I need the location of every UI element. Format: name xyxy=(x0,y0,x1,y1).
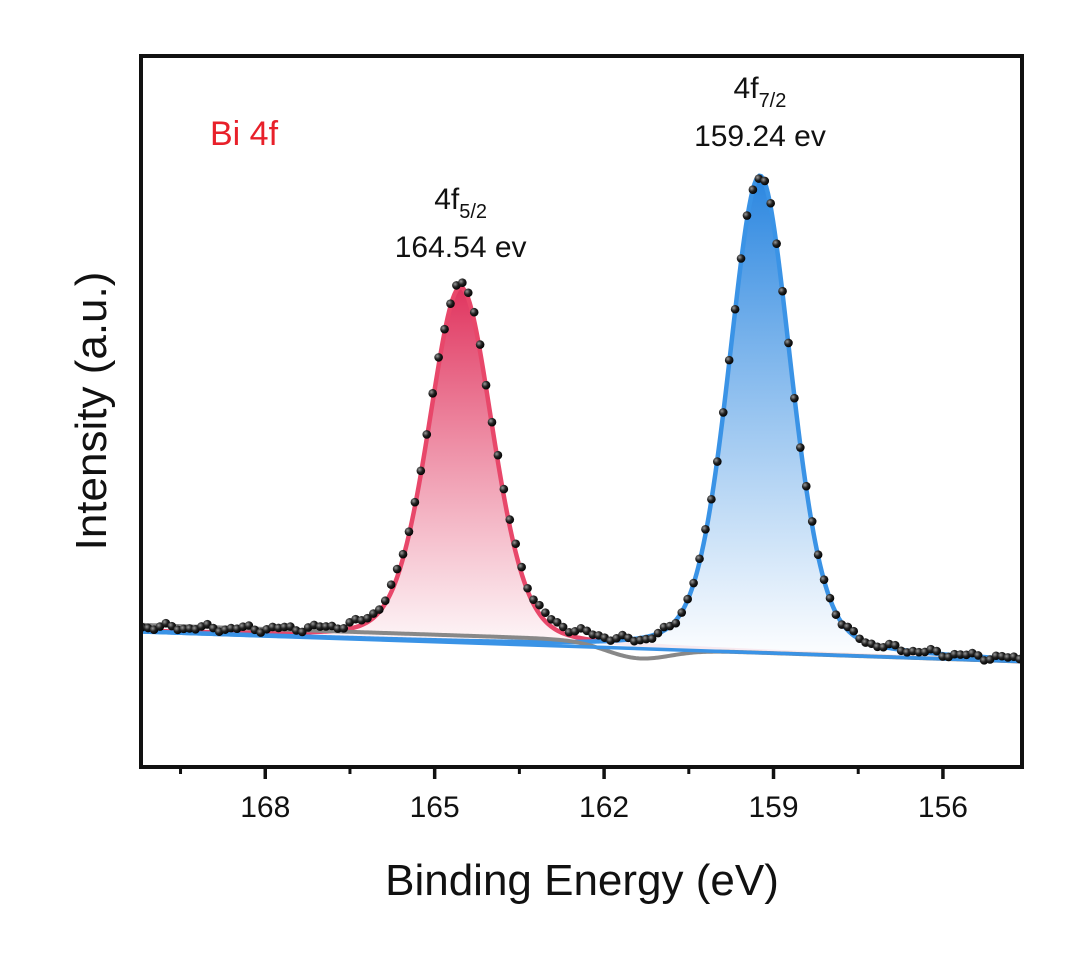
data-point xyxy=(801,481,811,491)
data-point xyxy=(819,575,829,584)
data-point xyxy=(831,610,841,619)
data-point xyxy=(493,450,503,460)
peak-energy-1: 159.24 ev xyxy=(694,120,826,153)
plot-area xyxy=(141,173,1022,665)
data-point xyxy=(790,393,799,403)
data-point xyxy=(541,608,550,617)
x-axis: 168 165 162 159 156 xyxy=(179,767,968,824)
data-point xyxy=(713,457,722,466)
data-point xyxy=(552,617,562,627)
x-tick-label-168: 168 xyxy=(240,791,290,824)
data-point xyxy=(677,608,687,617)
data-point xyxy=(724,355,734,365)
data-point xyxy=(529,595,538,604)
data-point xyxy=(469,307,479,317)
baseline-line xyxy=(141,630,1022,664)
data-point xyxy=(523,583,532,593)
data-point xyxy=(428,389,437,398)
data-point xyxy=(380,596,390,606)
data-point xyxy=(410,497,420,507)
peak-curve-0 xyxy=(141,284,1022,664)
data-point xyxy=(481,380,491,390)
peak-curve-1 xyxy=(141,173,1022,662)
x-axis-title: Binding Energy (eV) xyxy=(385,856,779,905)
data-point xyxy=(463,288,473,298)
data-point xyxy=(760,176,770,186)
data-point xyxy=(707,494,716,504)
data-point xyxy=(813,550,823,559)
x-tick-label-162: 162 xyxy=(579,791,629,824)
data-point xyxy=(363,613,372,623)
data-point xyxy=(511,539,521,549)
data-point xyxy=(297,627,307,637)
peak-label-main-1: 4f xyxy=(734,72,760,105)
y-axis-title: Intensity (a.u.) xyxy=(67,272,116,551)
peak-energy-0: 164.54 ev xyxy=(395,231,527,264)
peak-fill-0 xyxy=(141,287,1022,662)
data-point xyxy=(398,549,408,559)
data-point xyxy=(701,525,710,534)
data-point xyxy=(932,646,942,656)
data-point xyxy=(730,304,740,314)
data-point xyxy=(784,338,793,348)
data-point xyxy=(404,527,414,536)
data-point xyxy=(807,517,817,526)
data-point xyxy=(505,515,515,524)
data-point xyxy=(392,564,402,574)
data-point xyxy=(748,185,758,194)
data-point xyxy=(499,484,509,494)
data-point xyxy=(683,594,692,604)
data-point xyxy=(671,618,681,628)
data-point xyxy=(517,562,526,572)
data-point xyxy=(475,340,485,349)
data-point xyxy=(535,600,544,610)
peak-fill-1 xyxy=(141,175,1022,662)
data-point xyxy=(422,430,432,439)
data-point xyxy=(375,605,384,614)
data-point xyxy=(653,628,663,638)
data-point xyxy=(339,623,349,633)
data-point xyxy=(434,353,443,362)
x-tick-label-165: 165 xyxy=(410,791,460,824)
data-point xyxy=(416,466,426,476)
data-point xyxy=(647,634,657,643)
data-point xyxy=(766,198,775,208)
data-point xyxy=(244,621,254,630)
peak-label-0: 4f5/2 xyxy=(434,183,487,223)
data-point xyxy=(849,626,859,636)
data-point xyxy=(778,286,787,296)
data-point xyxy=(558,622,568,632)
x-tick-label-159: 159 xyxy=(748,791,798,824)
data-point xyxy=(825,593,835,603)
peak-label-1: 4f7/2 xyxy=(734,72,787,112)
x-tick-label-156: 156 xyxy=(918,791,968,824)
peak-label-main-0: 4f xyxy=(434,183,460,216)
data-point xyxy=(718,408,728,417)
peak-label-sub-1: 7/2 xyxy=(759,90,787,112)
data-point xyxy=(386,580,396,589)
data-point xyxy=(796,443,805,452)
data-point xyxy=(458,278,467,288)
data-point xyxy=(736,254,746,263)
data-point xyxy=(890,640,900,650)
data-point xyxy=(487,417,497,427)
data-point xyxy=(689,578,698,588)
data-point xyxy=(695,554,704,564)
data-point xyxy=(973,651,983,660)
plot-frame xyxy=(139,54,1024,769)
panel-label: Bi 4f xyxy=(210,115,279,153)
data-point xyxy=(446,299,455,308)
peak-label-sub-0: 5/2 xyxy=(459,201,487,223)
data-point xyxy=(440,324,449,334)
data-point xyxy=(772,239,781,248)
data-point xyxy=(742,211,752,220)
